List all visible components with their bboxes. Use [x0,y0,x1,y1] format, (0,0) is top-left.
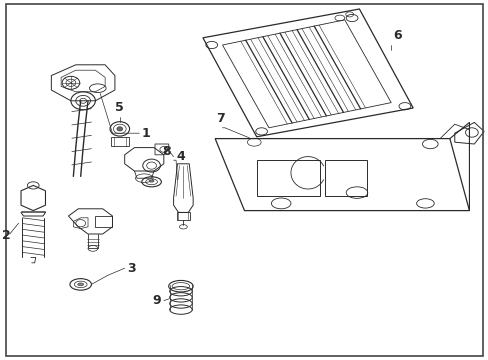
Text: 4: 4 [176,150,184,163]
Bar [325,160,366,196]
Text: 2: 2 [2,229,11,242]
Text: 1: 1 [142,127,150,140]
Bar [256,160,320,196]
Text: 3: 3 [127,262,136,275]
Text: 6: 6 [393,30,402,42]
Ellipse shape [78,283,83,286]
Text: 9: 9 [152,294,161,307]
Ellipse shape [149,180,154,182]
Text: 8: 8 [162,145,171,158]
Text: 5: 5 [115,102,124,114]
Ellipse shape [117,127,122,131]
Text: 7: 7 [215,112,224,125]
